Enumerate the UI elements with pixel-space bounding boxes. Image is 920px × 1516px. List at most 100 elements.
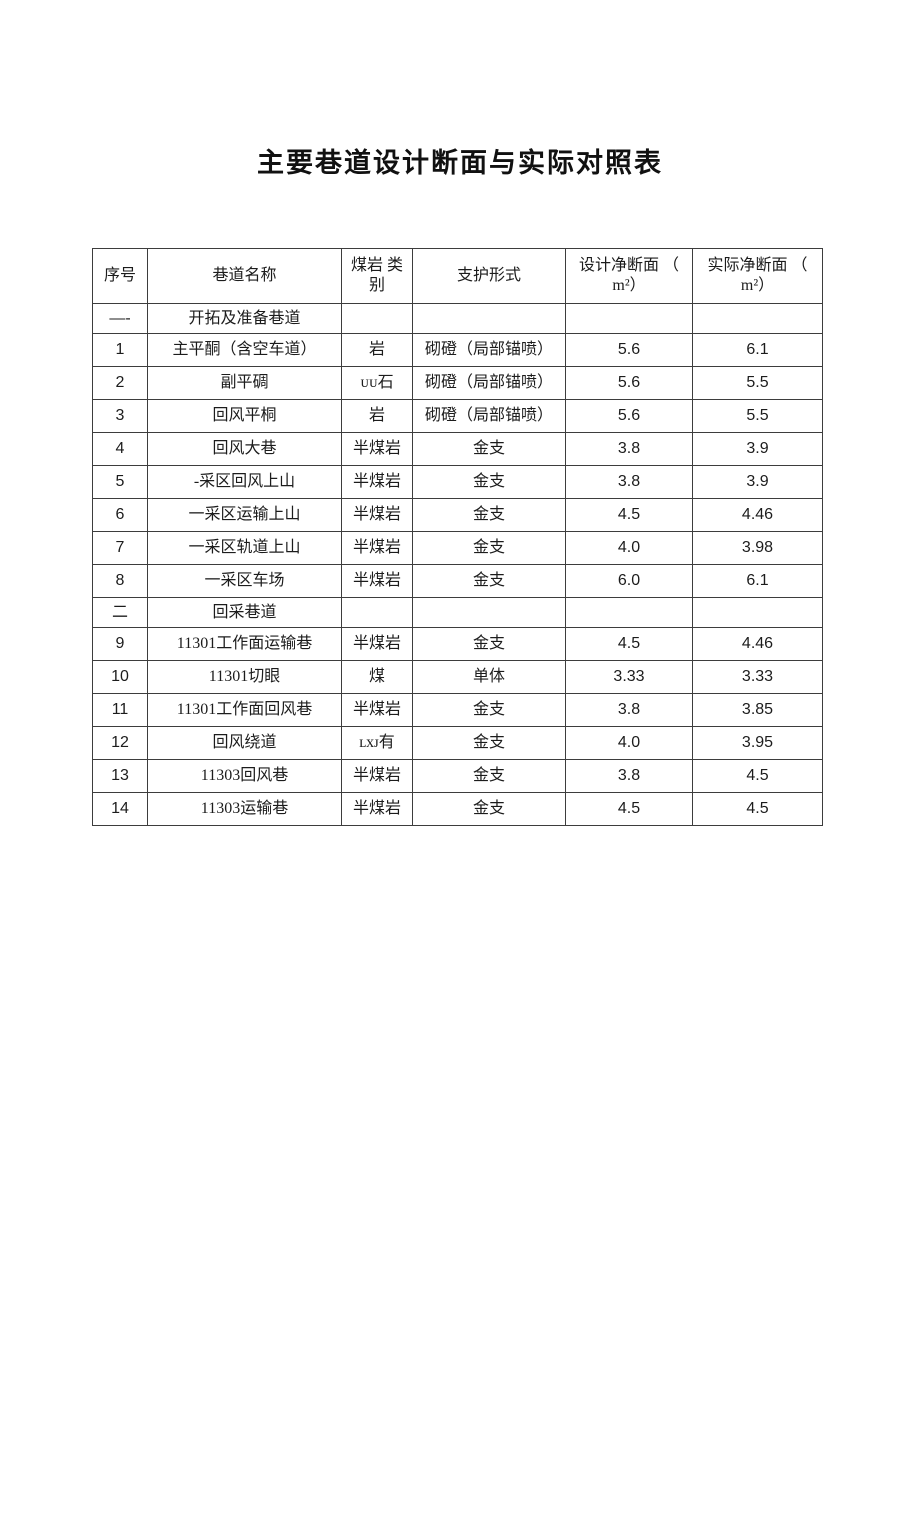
cell-design: 3.33 — [565, 660, 693, 694]
cell-type: 半煤岩 — [341, 627, 413, 661]
column-header-actual: 实际净断面 （m²） — [692, 248, 823, 304]
cell-no: 2 — [92, 366, 148, 400]
cell-type: 岩 — [341, 333, 413, 367]
column-header-design: 设计净断面 （m²） — [565, 248, 693, 304]
cell-name: -采区回风上山 — [147, 465, 342, 499]
cell-design: 6.0 — [565, 564, 693, 598]
cell-design: 5.6 — [565, 366, 693, 400]
cell-no: 1 — [92, 333, 148, 367]
table-row: 7 一采区轨道上山 半煤岩 金支 4.0 3.98 — [92, 531, 823, 565]
cell-type — [341, 303, 413, 334]
cell-support: 金支 — [412, 726, 566, 760]
cell-name: 11303运输巷 — [147, 792, 342, 826]
cell-support: 砌磴（局部锚喷） — [412, 366, 566, 400]
cell-no: 8 — [92, 564, 148, 598]
cell-support: 金支 — [412, 693, 566, 727]
cell-name: 回风绕道 — [147, 726, 342, 760]
cell-actual: 4.5 — [692, 792, 823, 826]
cell-actual: 5.5 — [692, 399, 823, 433]
table-row: 3 回风平桐岩砌磴（局部锚喷） 5.6 5.5 — [92, 399, 823, 433]
cell-design — [565, 597, 693, 628]
table-row: 8 一采区车场 半煤岩 金支 6.0 6.1 — [92, 564, 823, 598]
cell-support: 金支 — [412, 792, 566, 826]
cell-actual: 3.9 — [692, 465, 823, 499]
cell-name: 11301切眼 — [147, 660, 342, 694]
cell-design: 4.0 — [565, 726, 693, 760]
cell-support: 金支 — [412, 465, 566, 499]
cell-name: 主平酮（含空车道） — [147, 333, 342, 367]
table-body: —- 开拓及准备巷道 1 主平酮（含空车道）岩砌磴（局部锚喷） 5.6 6.1 2 副平碉 ᴜᴜ… — [92, 303, 823, 826]
table-row: 14 11303运输巷 半煤岩 金支 4.5 4.5 — [92, 792, 823, 826]
cell-design: 4.5 — [565, 627, 693, 661]
cell-no: 3 — [92, 399, 148, 433]
cell-name: 开拓及准备巷道 — [147, 303, 342, 334]
column-header-no: 序号 — [92, 248, 148, 304]
cell-actual: 5.5 — [692, 366, 823, 400]
cell-type: ᴜᴜ石 — [341, 366, 413, 400]
comparison-table: 序号 巷道名称 煤岩 类别支护形式 设计净断面 （m²） 实际净断面 （m²） —- 开拓… — [92, 248, 823, 826]
column-header-type: 煤岩 类别 — [341, 248, 413, 304]
cell-actual: 6.1 — [692, 564, 823, 598]
cell-support: 金支 — [412, 498, 566, 532]
cell-support — [412, 597, 566, 628]
cell-support: 砌磴（局部锚喷） — [412, 399, 566, 433]
cell-design: 4.5 — [565, 792, 693, 826]
cell-no: 9 — [92, 627, 148, 661]
cell-type: ʟxᴊ有 — [341, 726, 413, 760]
table-head: 序号 巷道名称 煤岩 类别支护形式 设计净断面 （m²） 实际净断面 （m²） — [92, 248, 823, 304]
cell-no: 4 — [92, 432, 148, 466]
cell-actual: 4.46 — [692, 627, 823, 661]
cell-type: 半煤岩 — [341, 432, 413, 466]
cell-type: 半煤岩 — [341, 792, 413, 826]
table-row: 13 11303回风巷 半煤岩 金支 3.8 4.5 — [92, 759, 823, 793]
table-row: 1 主平酮（含空车道）岩砌磴（局部锚喷） 5.6 6.1 — [92, 333, 823, 367]
cell-actual: 3.9 — [692, 432, 823, 466]
cell-design: 3.8 — [565, 759, 693, 793]
cell-support: 单体 — [412, 660, 566, 694]
cell-actual: 3.85 — [692, 693, 823, 727]
cell-support: 金支 — [412, 759, 566, 793]
table-row: 11 11301工作面回风巷 半煤岩 金支 3.8 3.85 — [92, 693, 823, 727]
cell-design: 3.8 — [565, 432, 693, 466]
cell-actual: 3.98 — [692, 531, 823, 565]
cell-support: 砌磴（局部锚喷） — [412, 333, 566, 367]
cell-design: 3.8 — [565, 465, 693, 499]
cell-design: 5.6 — [565, 399, 693, 433]
cell-no: 6 — [92, 498, 148, 532]
cell-name: 11301工作面回风巷 — [147, 693, 342, 727]
cell-no: —- — [92, 303, 148, 334]
cell-name: 一采区轨道上山 — [147, 531, 342, 565]
cell-no: 5 — [92, 465, 148, 499]
cell-support: 金支 — [412, 531, 566, 565]
cell-type: 半煤岩 — [341, 564, 413, 598]
cell-support: 金支 — [412, 432, 566, 466]
cell-no: 12 — [92, 726, 148, 760]
cell-actual — [692, 303, 823, 334]
cell-design: 4.0 — [565, 531, 693, 565]
cell-no: 7 — [92, 531, 148, 565]
cell-design — [565, 303, 693, 334]
cell-type — [341, 597, 413, 628]
table-row: 9 11301工作面运输巷 半煤岩 金支 4.5 4.46 — [92, 627, 823, 661]
cell-name: 回风大巷 — [147, 432, 342, 466]
cell-type: 半煤岩 — [341, 465, 413, 499]
column-header-name: 巷道名称 — [147, 248, 342, 304]
cell-design: 5.6 — [565, 333, 693, 367]
cell-support: 金支 — [412, 627, 566, 661]
cell-type: 半煤岩 — [341, 531, 413, 565]
section-row: 二回采巷道 — [92, 597, 823, 628]
header-row: 序号 巷道名称 煤岩 类别支护形式 设计净断面 （m²） 实际净断面 （m²） — [92, 248, 823, 304]
cell-actual: 4.46 — [692, 498, 823, 532]
section-row: —- 开拓及准备巷道 — [92, 303, 823, 334]
cell-name: 11301工作面运输巷 — [147, 627, 342, 661]
cell-name: 一采区车场 — [147, 564, 342, 598]
cell-design: 4.5 — [565, 498, 693, 532]
cell-name: 11303回风巷 — [147, 759, 342, 793]
cell-actual: 3.95 — [692, 726, 823, 760]
cell-no: 14 — [92, 792, 148, 826]
table-row: 6 一采区运输上山 半煤岩 金支 4.5 4.46 — [92, 498, 823, 532]
column-header-support: 支护形式 — [412, 248, 566, 304]
cell-design: 3.8 — [565, 693, 693, 727]
cell-no: 11 — [92, 693, 148, 727]
cell-actual: 4.5 — [692, 759, 823, 793]
